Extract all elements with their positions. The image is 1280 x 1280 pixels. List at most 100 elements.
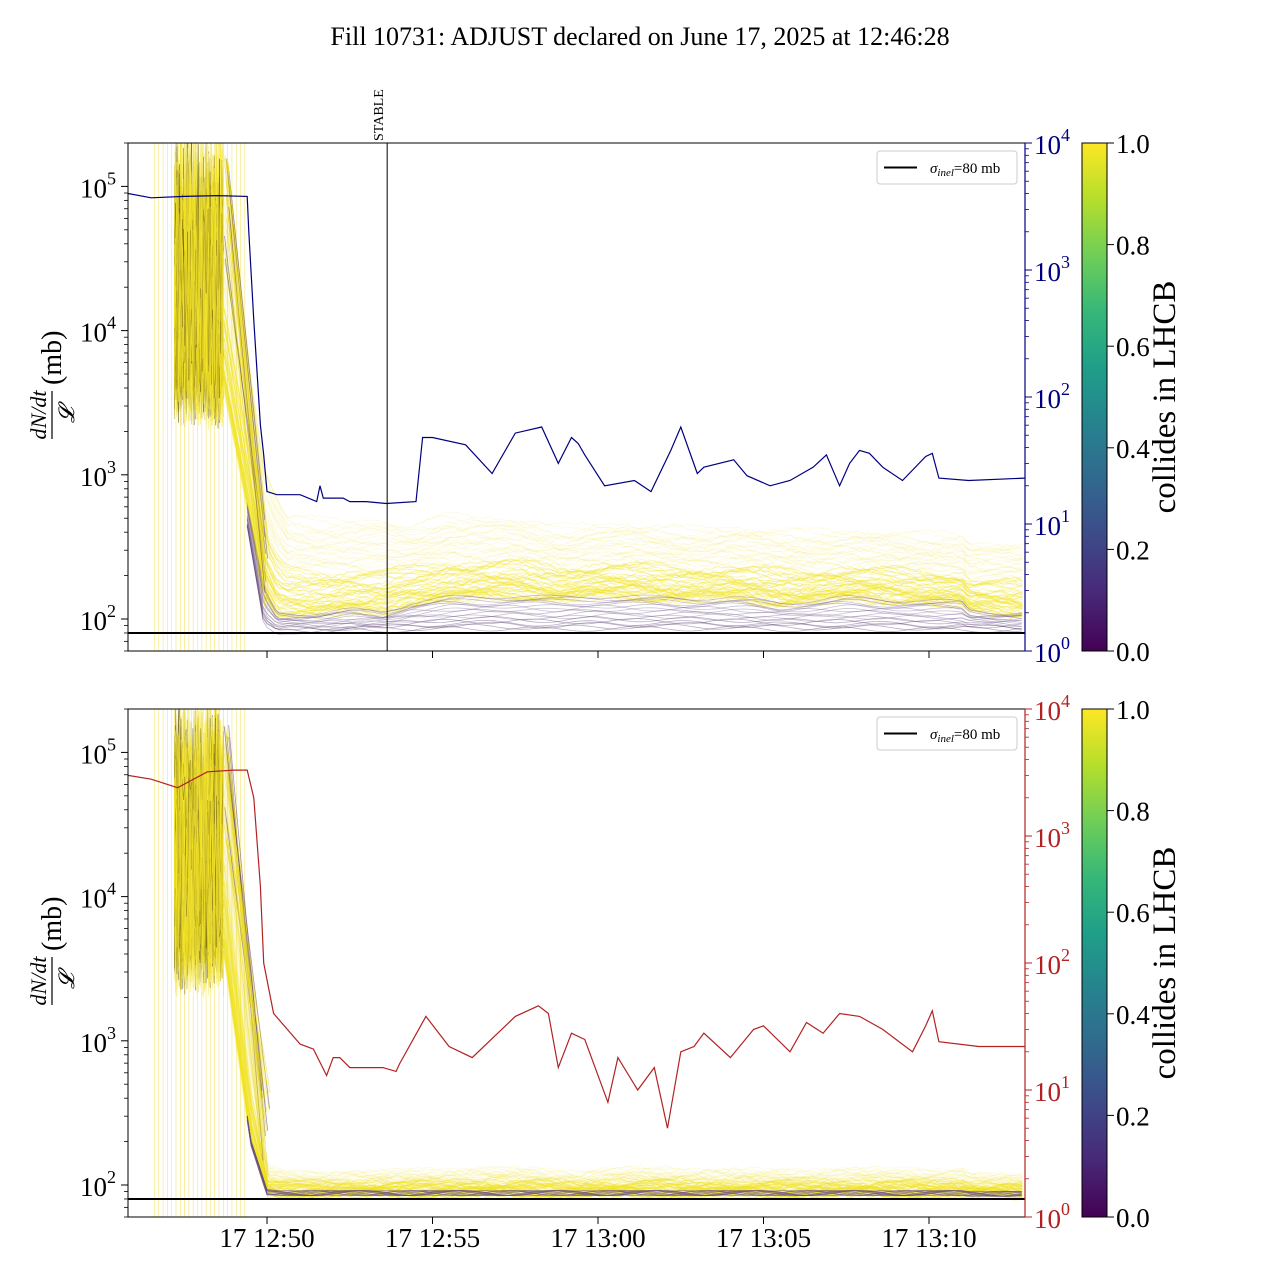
trace-line (223, 186, 1023, 552)
trace-line (174, 144, 224, 426)
trace-line (223, 908, 1023, 1198)
trace-line (223, 213, 1023, 557)
trace-line (223, 881, 1023, 1194)
right-axis-tick-label: 100 (1034, 633, 1070, 668)
trace-line (246, 524, 1022, 635)
left-axis-label: dN/dt 𝓛 (mb) (26, 897, 79, 1006)
trace-line (246, 1117, 1022, 1197)
trace-line (223, 259, 1023, 579)
x-axis-tick-label: 17 12:50 (219, 1223, 314, 1253)
trace-line (174, 166, 224, 415)
x-axis-tick-label: 17 12:55 (385, 1223, 480, 1253)
trace-line (223, 865, 1023, 1194)
trace-line (223, 772, 1023, 1186)
trace-line (246, 1116, 1022, 1197)
trace-line (223, 375, 1023, 611)
colorbar-tick-label: 0.0 (1116, 1203, 1150, 1233)
trace-line (246, 1119, 1022, 1197)
trace-line (223, 793, 1023, 1188)
trace-line (223, 850, 1023, 1193)
x-axis-tick-label: 17 13:10 (881, 1223, 976, 1253)
trace-line (223, 384, 1023, 619)
trace-line (174, 161, 224, 411)
y-label-numerator: dN/dt (26, 956, 51, 1006)
left-axis-label: dN/dt 𝓛 (mb) (26, 331, 79, 440)
trace-line (223, 942, 1023, 1199)
trace-line (223, 953, 1023, 1201)
legend-box (876, 150, 1018, 185)
colorbar-tick-label: 0.6 (1116, 898, 1150, 928)
trace-line (223, 858, 1023, 1192)
trace-line (223, 348, 1023, 606)
trace-line (223, 372, 1023, 614)
trace-line (223, 349, 1023, 607)
trace-line (223, 371, 1023, 611)
trace-line (223, 273, 1023, 583)
trace-line (246, 512, 1022, 624)
trace-line (223, 951, 1023, 1201)
trace-line (223, 791, 1023, 1187)
trace-line (223, 774, 1023, 1186)
trace-line (223, 823, 1023, 1190)
trace-line (223, 931, 1023, 1198)
trace-line (223, 786, 1023, 1184)
trace-line (223, 287, 1023, 580)
trace-line (223, 890, 1023, 1197)
trace-line (223, 918, 1023, 1197)
plot-area (128, 143, 1025, 651)
figure-title: Fill 10731: ADJUST declared on June 17, … (330, 22, 949, 51)
legend: σinel=80 mb (876, 150, 1018, 185)
trace-line (223, 381, 1023, 615)
trace-line (223, 203, 1023, 552)
trace-line (223, 356, 1023, 606)
trace-line (223, 355, 1023, 609)
trace-line (223, 300, 1023, 587)
trace-line (223, 940, 1023, 1199)
trace-line (223, 369, 1023, 610)
y-label-denominator: 𝓛 (54, 967, 79, 989)
trace-line (246, 1117, 1022, 1197)
trace-line (223, 338, 1023, 599)
trace-line (223, 368, 1023, 608)
trace-line (223, 938, 1023, 1200)
trace-line (223, 328, 1023, 600)
trace-line (223, 321, 1023, 594)
trace-line (223, 388, 1023, 617)
trace-line (246, 1115, 1022, 1197)
colorbar-tick-label: 0.4 (1116, 1000, 1150, 1030)
y-label-unit: (mb) (37, 331, 68, 385)
bottom-colorbar: 0.0 0.2 0.4 0.6 0.8 1.0 collides in LHCB (1081, 695, 1183, 1233)
trace-line (223, 756, 1023, 1181)
trace-line (223, 914, 1023, 1198)
trace-line (223, 325, 1023, 600)
left-axis-tick-label: 102 (80, 601, 116, 636)
trace-line (223, 323, 1023, 595)
trace-line (246, 509, 1022, 622)
trace-line (174, 738, 224, 981)
legend: σinel=80 mb (876, 716, 1018, 751)
trace-line (223, 945, 1023, 1200)
trace-line (228, 170, 266, 521)
trace-line (223, 881, 1023, 1194)
trace-line (225, 836, 268, 1086)
trace-line (246, 515, 1022, 621)
trace-line (223, 319, 1023, 588)
left-axis-tick-label: 105 (80, 168, 116, 203)
trace-line (246, 1119, 1022, 1197)
trace-line (223, 825, 263, 1102)
trace-line (223, 309, 1023, 586)
trace-line (223, 258, 1023, 572)
trace-line (223, 354, 1023, 604)
trace-line (246, 508, 1022, 621)
trace-line (246, 522, 1022, 628)
trace-line (223, 900, 1023, 1197)
trace-line (223, 866, 1023, 1192)
trace-line (223, 336, 1023, 599)
trace-line (226, 228, 262, 595)
trace-line (246, 1116, 1022, 1197)
trace-line (223, 371, 1023, 616)
trace-line (223, 248, 1023, 574)
x-axis-tick-label: 17 13:05 (716, 1223, 811, 1253)
trace-line (246, 503, 1022, 617)
